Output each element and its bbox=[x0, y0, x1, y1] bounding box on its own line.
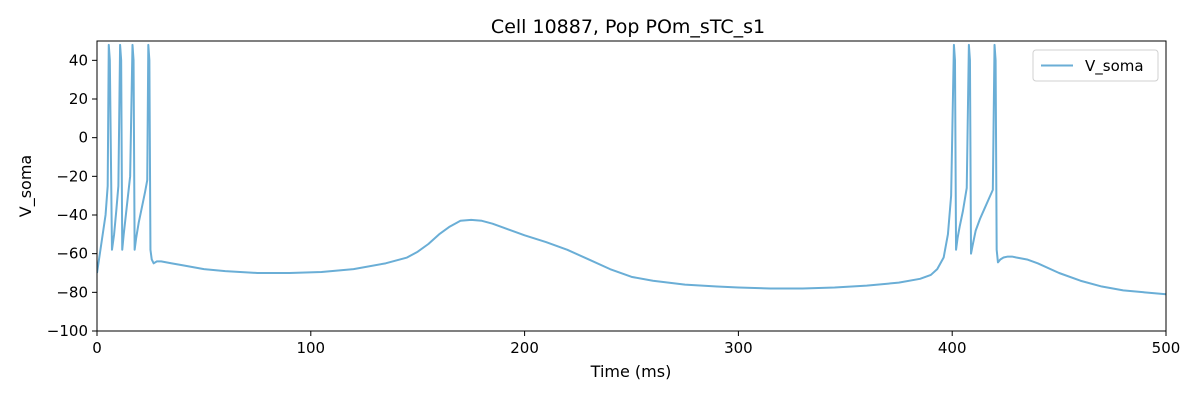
y-tick-label: 20 bbox=[69, 90, 88, 108]
x-tick-label: 0 bbox=[92, 339, 102, 357]
x-tick-label: 200 bbox=[510, 339, 539, 357]
y-tick-label: 40 bbox=[69, 51, 88, 69]
chart-title: Cell 10887, Pop POm_sTC_s1 bbox=[491, 16, 765, 38]
x-tick-label: 500 bbox=[1152, 339, 1181, 357]
legend-label: V_soma bbox=[1085, 57, 1144, 76]
y-tick-label: −20 bbox=[56, 167, 88, 185]
legend: V_soma bbox=[1032, 49, 1159, 82]
x-tick-label: 100 bbox=[296, 339, 325, 357]
legend-box bbox=[1032, 49, 1159, 82]
y-tick-label: −40 bbox=[56, 206, 88, 224]
y-axis-label: V_soma bbox=[16, 155, 36, 217]
plot-area bbox=[96, 40, 1167, 332]
y-tick-label: 0 bbox=[78, 129, 88, 147]
x-axis-label: Time (ms) bbox=[590, 362, 672, 381]
y-tick-label: −80 bbox=[56, 283, 88, 301]
x-tick-label: 300 bbox=[724, 339, 753, 357]
series-line-v-soma bbox=[97, 43, 1166, 296]
y-axis-ticks: −100 −80 −60 −40 −20 0 20 40 bbox=[47, 51, 97, 340]
y-tick-label: −60 bbox=[56, 245, 88, 263]
y-tick-label: −100 bbox=[47, 322, 88, 340]
plot-frame bbox=[96, 40, 1167, 332]
x-axis-ticks: 0 100 200 300 400 500 bbox=[92, 331, 1180, 357]
x-tick-label: 400 bbox=[938, 339, 967, 357]
